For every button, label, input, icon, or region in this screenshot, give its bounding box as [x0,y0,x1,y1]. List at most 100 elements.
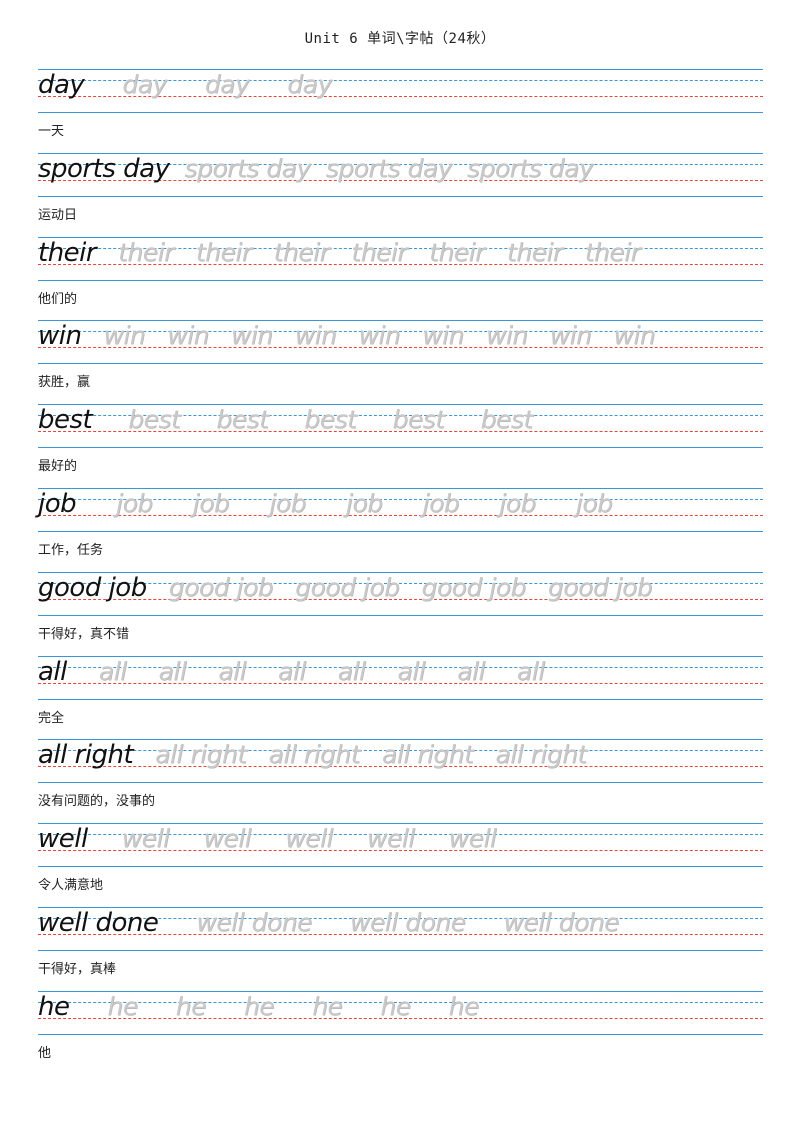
guide-line [38,571,763,573]
trace-word: good job [168,572,274,602]
trace-word: all [218,656,247,686]
trace-word: win [422,321,464,351]
guide-line [38,320,763,322]
trace-word: good job [295,572,400,602]
word-row: day day day day [38,70,370,100]
word-meaning: 干得好，真棒 [38,962,117,977]
word-row: well done well done well done well done [38,908,657,938]
guide-line [38,195,763,197]
vocab-word: all right [38,740,134,771]
trace-word: all [516,656,545,686]
practice-entry: all right all right all right all right all … [38,739,763,819]
guide-line [38,1001,763,1003]
trace-word: all right [268,740,361,770]
trace-word: all [158,656,187,686]
trace-word: their [584,237,641,267]
trace-word: best [216,405,269,435]
guide-line [38,823,763,825]
trace-word: sports day [325,153,453,183]
word-meaning: 获胜，赢 [38,375,91,391]
trace-word: their [351,237,408,267]
guide-line [38,698,763,700]
guide-line [38,263,763,265]
vocab-word: well [38,824,88,855]
trace-word: all right [382,740,474,770]
guide-line [38,69,763,70]
trace-word: job [499,489,536,518]
trace-word: win [103,321,146,351]
trace-word: win [167,321,209,351]
trace-word: sports day [466,153,594,183]
trace-word: all [457,656,485,686]
trace-word: well done [196,908,312,937]
trace-word: their [506,237,563,267]
word-row: win win win win win win win win win win [38,321,677,351]
guide-line [38,163,763,165]
guide-line [38,866,763,868]
trace-word: win [230,321,273,351]
vocab-word: job [38,489,77,519]
page-title: Unit 6 单词\字帖（24秋） [304,31,496,47]
guide-line [38,96,763,97]
trace-word: well [285,824,333,854]
trace-word: all [397,656,426,686]
trace-word: day [287,70,332,99]
word-meaning: 干得好，真不错 [38,626,130,642]
trace-word: all [278,656,306,686]
guide-line [38,1033,763,1035]
word-meaning: 最好的 [38,459,78,475]
trace-word: their [195,237,252,267]
trace-word: job [269,489,307,518]
word-meaning: 完全 [38,710,65,726]
trace-word: best [304,405,357,435]
trace-word: best [480,405,534,435]
vocab-word: all [38,656,67,687]
guide-line [38,515,763,516]
guide-line [38,447,763,449]
guide-line [38,1017,763,1019]
trace-word: best [392,405,445,435]
word-row: all all all all all all all all all [38,657,577,687]
practice-entry: best best best best best best 最好的 [38,404,763,484]
word-meaning: 工作，任务 [38,543,104,558]
trace-word: job [346,489,383,518]
vocab-word: he [38,991,70,1022]
trace-word: sports day [184,153,311,183]
trace-word: all right [495,740,587,770]
guide-line [38,236,763,238]
trace-word: well done [503,908,620,937]
practice-entry: their their their their their their their their… [38,236,763,317]
practice-entry: sports day sports day sports day sports day… [38,152,763,233]
trace-word: best [128,405,181,435]
practice-entry: well done well done well done well done 干得好，… [38,907,763,987]
guide-line [38,950,763,951]
trace-word: he [380,991,411,1021]
guide-line [38,112,763,113]
guide-line [38,531,763,532]
trace-word: their [118,237,174,267]
trace-word: well [448,824,497,854]
vocab-word: good job [38,572,147,603]
practice-entry: all all all all all all all all all 完全 [38,655,763,736]
trace-word: job [192,489,230,518]
trace-word: well done [349,908,466,937]
trace-word: win [613,321,656,351]
guide-line [38,750,763,752]
guide-line [38,279,763,281]
trace-word: job [575,489,613,518]
guide-line [38,488,763,489]
word-row: he he he he he he he [38,992,517,1022]
vocab-word: win [38,321,82,352]
guide-line [38,739,763,741]
guide-line [38,80,763,81]
word-row: all right all right all right all right all … [38,740,609,770]
word-row: sports day sports day sports day sports day [38,154,608,184]
trace-word: good job [547,572,653,602]
word-row: well well well well well well [38,824,530,854]
guide-line [38,834,763,836]
trace-word: win [485,321,528,351]
vocab-word: best [38,405,93,436]
guide-line [38,247,763,249]
trace-word: job [116,489,153,518]
practice-entry: well well well well well well 令人满意地 [38,823,763,903]
